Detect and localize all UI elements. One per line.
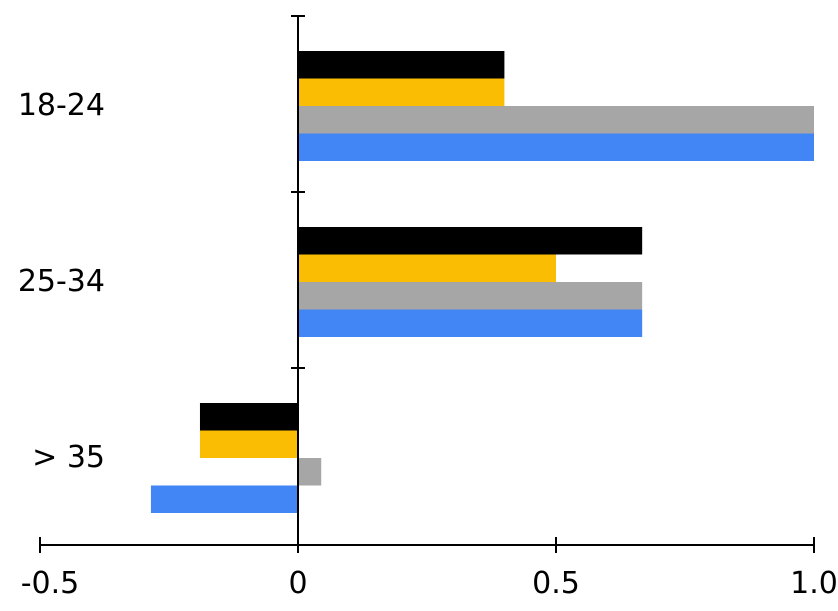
category-label: 25-34 [18, 264, 105, 299]
bars-layer [150, 51, 814, 513]
axes-layer [40, 16, 814, 546]
bar-1824-series1 [298, 51, 505, 79]
bar-1824-series2 [298, 78, 505, 106]
bar-35-series4 [150, 485, 298, 513]
bar-2534-series1 [298, 227, 643, 255]
bar-2534-series4 [298, 309, 643, 337]
bar-2534-series3 [298, 282, 643, 310]
bar-35-series2 [199, 430, 298, 458]
x-tick-label: 0 [288, 566, 307, 601]
labels-layer: 18-24 25-34 > 35 -0.5 0 0.5 1.0 [18, 15, 838, 601]
x-tick-label: -0.5 [21, 566, 80, 601]
bar-2534-series2 [298, 254, 556, 282]
bar-35-series3 [298, 458, 322, 486]
bar-35-series1 [199, 403, 298, 431]
bar-1824-series4 [298, 133, 814, 161]
x-tick-label: 1.0 [790, 566, 838, 601]
category-label: 18-24 [18, 88, 105, 123]
category-label: > 35 [32, 440, 105, 475]
bar-1824-series3 [298, 106, 814, 134]
x-tick-label: 0.5 [532, 566, 580, 601]
